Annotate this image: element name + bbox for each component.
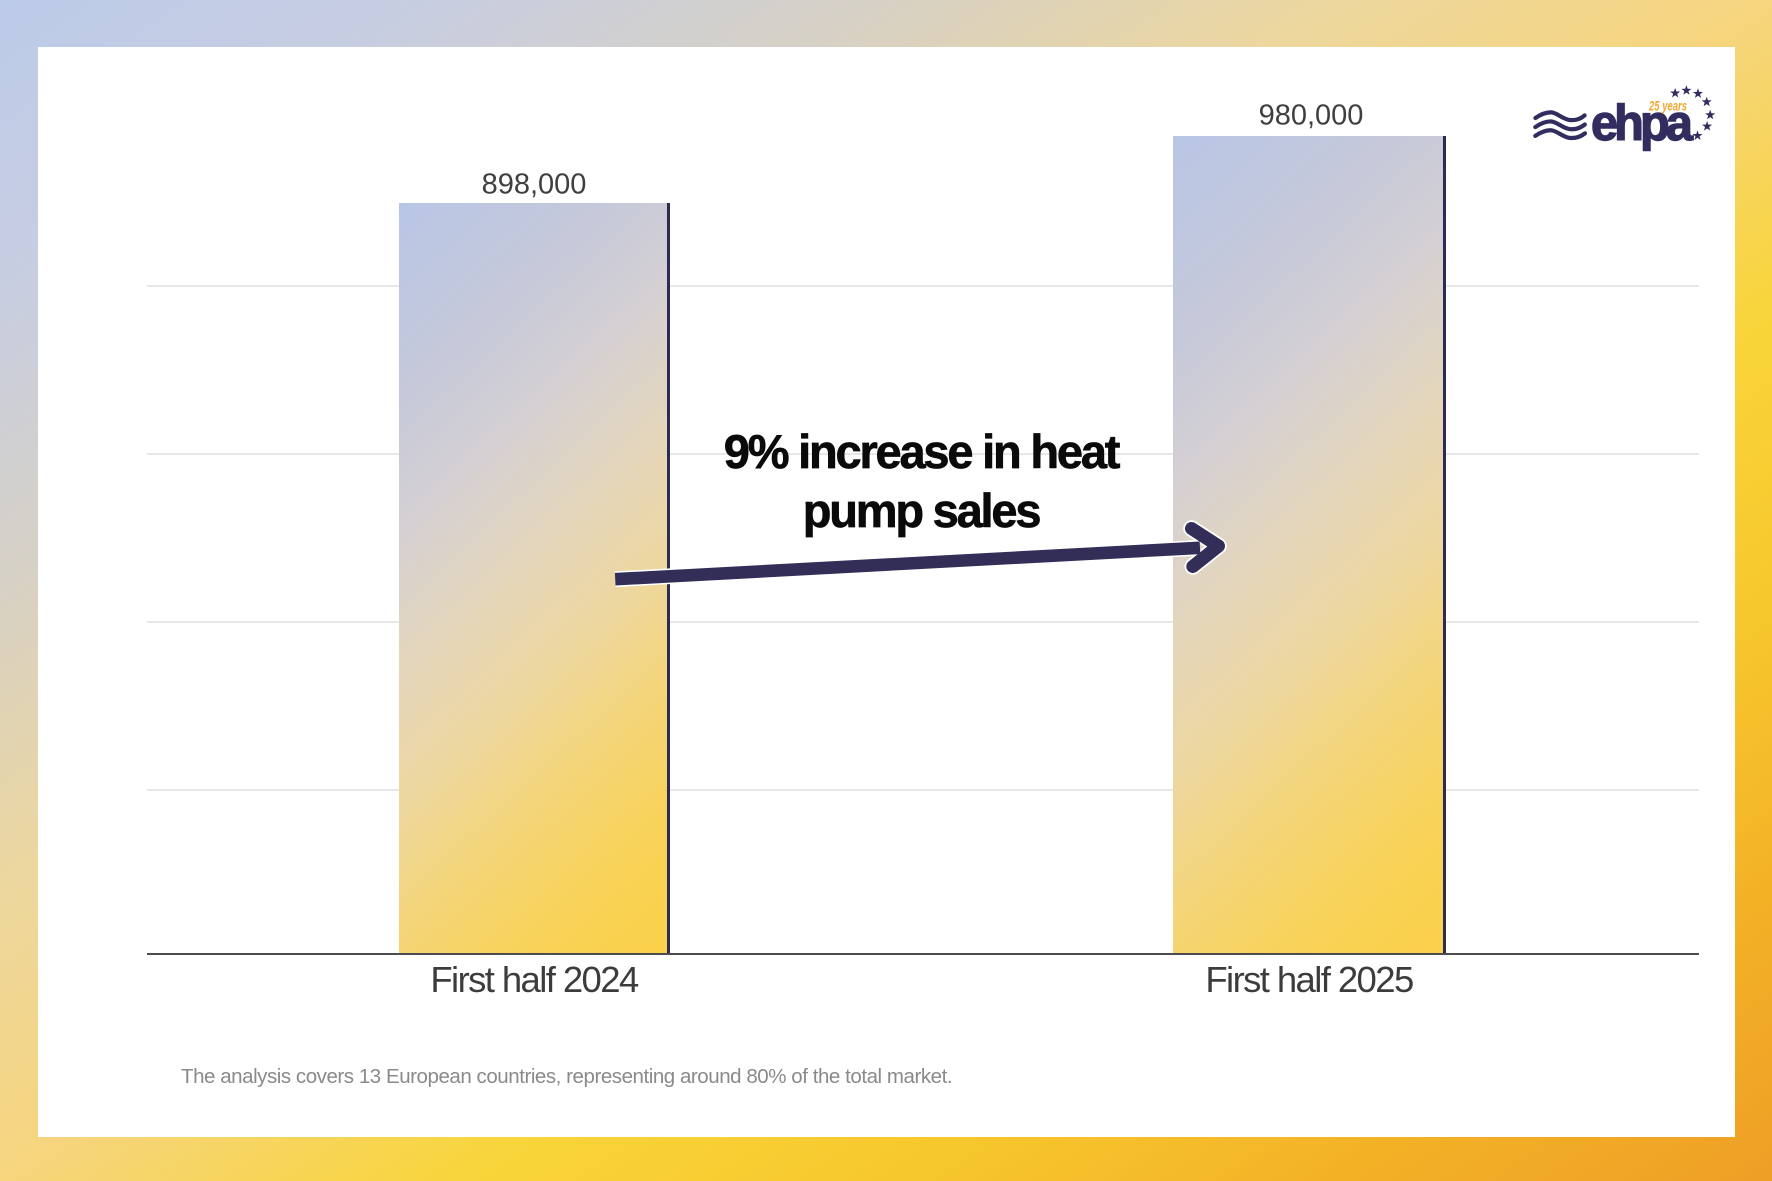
svg-text:ehpa: ehpa [1591, 95, 1694, 151]
svg-text:25 years: 25 years [1648, 99, 1687, 114]
